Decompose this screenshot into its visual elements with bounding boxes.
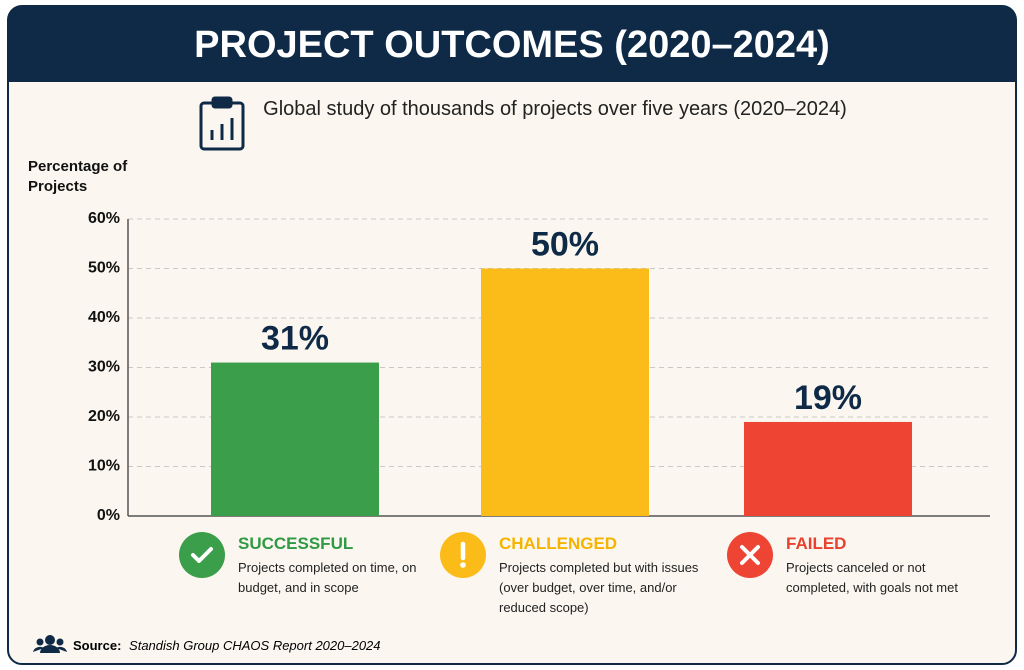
category-label: CHALLENGED: [499, 534, 618, 553]
y-tick-label: 30%: [88, 359, 120, 376]
legend-icon: [179, 532, 225, 578]
legend-icon-circle: [179, 532, 225, 578]
category-label: FAILED: [786, 534, 847, 553]
source: Source: Standish Group CHAOS Report 2020…: [73, 638, 381, 653]
category-label: SUCCESSFUL: [238, 534, 354, 553]
category-description: Projects completed but with issues (over…: [499, 560, 699, 615]
chart-title: PROJECT OUTCOMES (2020–2024): [194, 24, 830, 66]
legend-item: FAILED Projects canceled or not completed…: [786, 534, 986, 598]
category-description: Projects completed on time, on budget, a…: [238, 560, 417, 595]
legend-item: CHALLENGED Projects completed but with is…: [499, 534, 699, 618]
exclaim-dot: [460, 562, 466, 568]
bar: [481, 268, 649, 516]
bar: [744, 421, 912, 516]
value-label: 19%: [794, 379, 862, 417]
source-label: Source:: [73, 638, 121, 653]
legend-icon: [727, 532, 773, 578]
value-label: 31%: [261, 320, 329, 358]
subtitle: Global study of thousands of projects ov…: [263, 98, 847, 120]
legend-item: SUCCESSFUL Projects completed on time, on…: [238, 534, 438, 598]
y-tick-label: 50%: [88, 260, 120, 277]
header-band: [8, 6, 1016, 82]
y-tick-label: 20%: [88, 408, 120, 425]
source-text: Standish Group CHAOS Report 2020–2024: [129, 638, 381, 653]
clipboard-icon: [199, 96, 245, 151]
y-tick-label: 0%: [97, 507, 120, 524]
legend-icon: [440, 532, 486, 578]
category-description: Projects canceled or not completed, with…: [786, 560, 958, 595]
value-label: 50%: [531, 225, 599, 263]
y-axis-label: Percentage of Projects: [28, 158, 128, 195]
cross-glyph: [740, 545, 760, 565]
check-glyph: [191, 547, 213, 563]
y-tick-label: 60%: [88, 210, 120, 227]
bar: [211, 362, 379, 516]
people-icon: [33, 635, 67, 653]
y-tick-label: 40%: [88, 309, 120, 326]
y-tick-label: 10%: [88, 458, 120, 475]
